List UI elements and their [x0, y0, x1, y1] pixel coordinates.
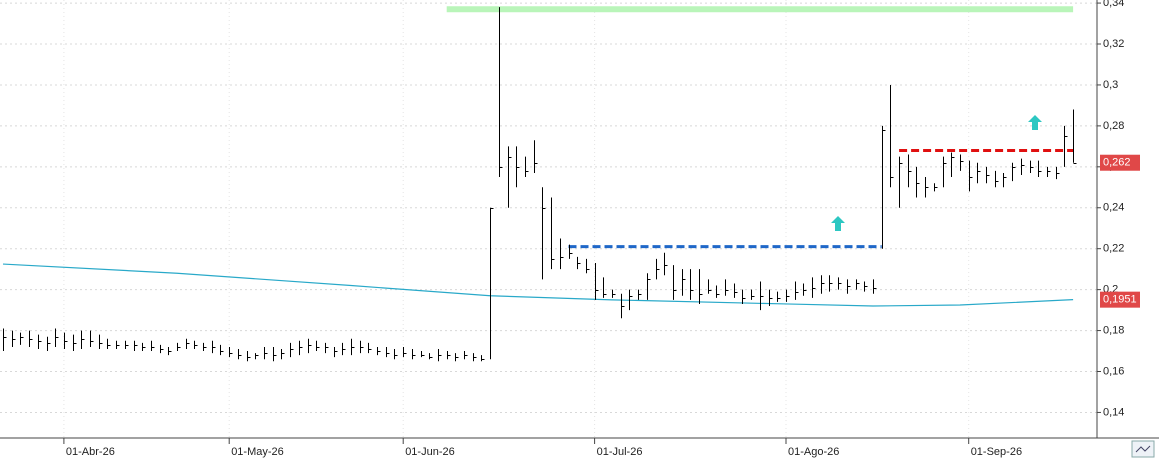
y-tick-label: 0,22 [1103, 243, 1124, 255]
x-tick-label: 01-May-26 [231, 446, 284, 458]
price-label-box [1100, 154, 1140, 171]
x-tick-label: 01-Abr-26 [66, 446, 115, 458]
price-label: 0,1951 [1103, 294, 1137, 306]
x-tick-label: 01-Jun-26 [405, 446, 455, 458]
y-tick-label: 0,32 [1103, 38, 1124, 50]
y-tick-label: 0,18 [1103, 324, 1124, 336]
x-tick-label: 01-Ago-26 [788, 446, 839, 458]
y-tick-label: 0,3 [1103, 79, 1118, 91]
y-tick-label: 0,34 [1103, 0, 1124, 9]
price-label: 0,262 [1103, 157, 1131, 169]
x-tick-label: 01-Jul-26 [597, 446, 643, 458]
y-tick-label: 0,28 [1103, 120, 1124, 132]
y-tick-label: 0,24 [1103, 202, 1124, 214]
scroll-icon[interactable] [1131, 440, 1155, 458]
x-tick-label: 01-Sep-26 [971, 446, 1022, 458]
moving-average [2, 263, 1074, 307]
y-tick-label: 0,14 [1103, 406, 1124, 418]
arrow-up [831, 115, 1042, 231]
y-tick-label: 0,16 [1103, 365, 1124, 377]
price-label-box [1100, 291, 1140, 308]
